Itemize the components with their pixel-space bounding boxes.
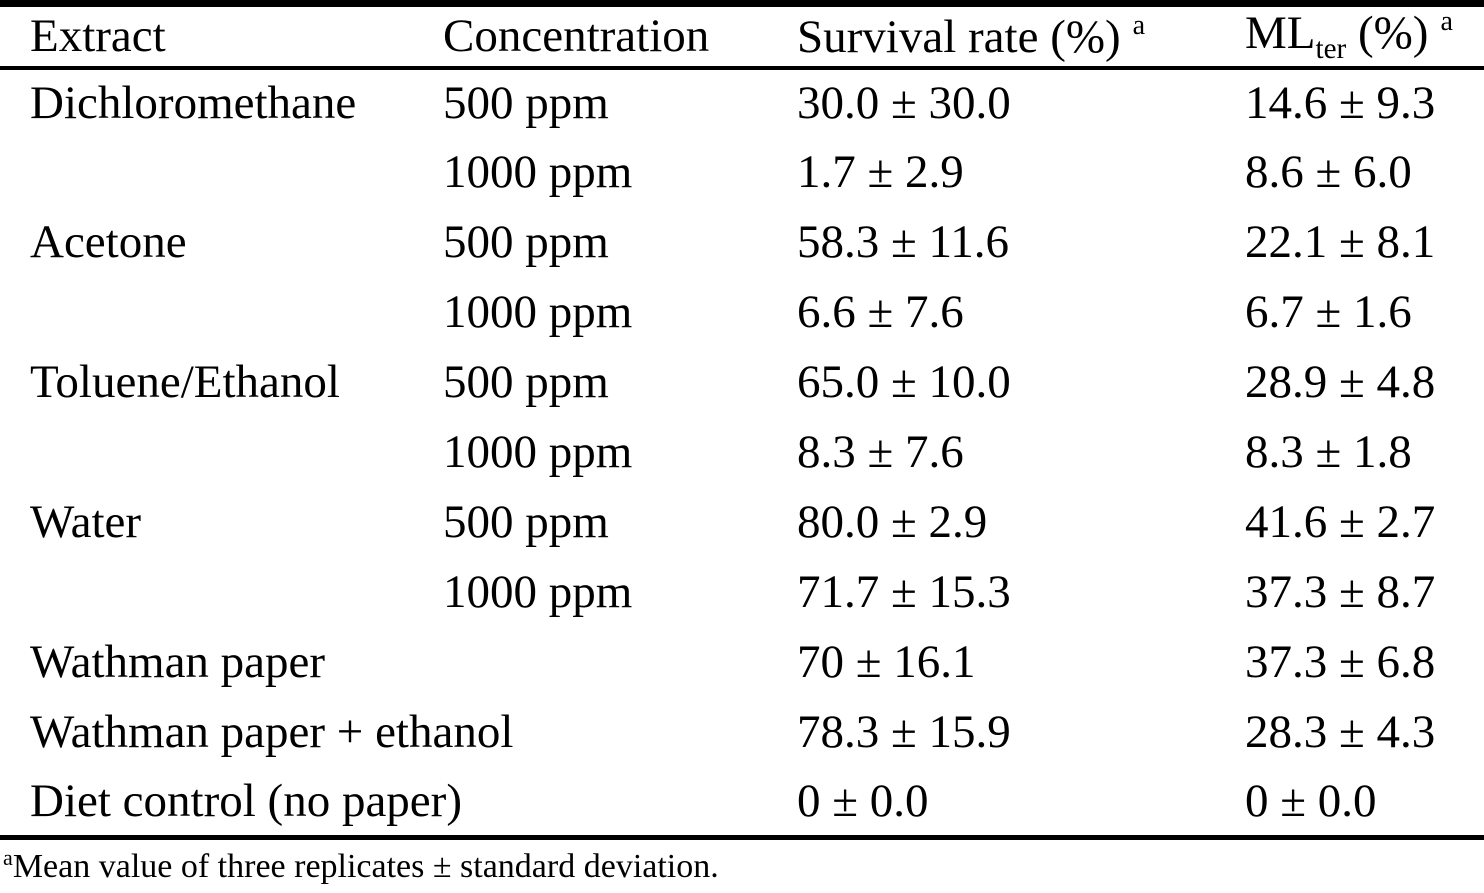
column-header-ml-suffix: (%): [1346, 7, 1429, 60]
column-header-concentration: Concentration: [443, 3, 797, 70]
column-header-ml-ter: MLter (%) a: [1245, 3, 1484, 70]
concentration-cell: 500 ppm: [443, 496, 609, 548]
footnote-marker: a: [1132, 9, 1146, 41]
concentration-cell: 500 ppm: [443, 216, 609, 268]
survival-rate-cell: 58.3 ± 11.6: [797, 216, 1010, 268]
table-row: 1000 ppm 8.3 ± 7.6 8.3 ± 1.8: [0, 418, 1484, 488]
extract-cell: [0, 278, 443, 348]
extract-cell: Wathman paper + ethanol: [30, 706, 514, 758]
survival-rate-cell: 71.7 ± 15.3: [797, 566, 1011, 618]
survival-rate-cell: 70 ± 16.1: [797, 636, 976, 688]
concentration-cell: 1000 ppm: [443, 146, 633, 198]
ml-ter-cell: 8.6 ± 6.0: [1245, 146, 1412, 198]
ml-ter-cell: 28.3 ± 4.3: [1245, 706, 1436, 758]
table-row: 1000 ppm 6.6 ± 7.6 6.7 ± 1.6: [0, 278, 1484, 348]
table-row: Acetone 500 ppm 58.3 ± 11.6 22.1 ± 8.1: [0, 208, 1484, 278]
concentration-cell: [443, 767, 797, 840]
concentration-cell: 1000 ppm: [443, 566, 633, 618]
concentration-cell: 500 ppm: [443, 356, 609, 408]
ml-ter-cell: 8.3 ± 1.8: [1245, 426, 1412, 478]
ml-ter-cell: 28.9 ± 4.8: [1245, 356, 1436, 408]
column-header-ml-label: ML: [1245, 7, 1316, 60]
ml-ter-cell: 0 ± 0.0: [1245, 767, 1484, 840]
ml-ter-cell: 37.3 ± 6.8: [1245, 636, 1436, 688]
ml-ter-cell: 22.1 ± 8.1: [1245, 216, 1436, 268]
table-row: Diet control (no paper) 0 ± 0.0 0 ± 0.0: [0, 767, 1484, 840]
extract-cell: Dichloromethane: [30, 77, 357, 129]
column-header-concentration-label: Concentration: [443, 9, 710, 62]
extract-cell: [0, 138, 443, 208]
table-row: 1000 ppm 1.7 ± 2.9 8.6 ± 6.0: [0, 138, 1484, 208]
header-row: Extract Concentration Survival rate (%) a…: [0, 3, 1484, 70]
footnote-text: Mean value of three replicates ± standar…: [12, 848, 719, 885]
ml-subscript: ter: [1315, 33, 1347, 66]
table-footnote: aMean value of three replicates ± standa…: [0, 845, 1484, 885]
column-header-survival-rate-label: Survival rate (%): [797, 10, 1121, 63]
survival-rate-cell: 6.6 ± 7.6: [797, 286, 964, 338]
column-header-survival-rate: Survival rate (%) a: [797, 3, 1245, 70]
table-body: Dichloromethane 500 ppm 30.0 ± 30.0 14.6…: [0, 68, 1484, 840]
extract-cell: Acetone: [30, 216, 187, 268]
ml-ter-cell: 14.6 ± 9.3: [1245, 77, 1436, 129]
extract-cell: Toluene/Ethanol: [30, 356, 340, 408]
survival-rate-cell: 80.0 ± 2.9: [797, 496, 988, 548]
concentration-cell: 500 ppm: [443, 77, 609, 129]
extract-cell: [0, 418, 443, 488]
survival-rate-cell: 0 ± 0.0: [797, 767, 1245, 840]
column-header-extract-label: Extract: [30, 9, 166, 62]
footnote-marker: a: [1440, 6, 1453, 38]
results-table: Extract Concentration Survival rate (%) a…: [0, 0, 1484, 840]
survival-rate-cell: 8.3 ± 7.6: [797, 426, 964, 478]
table-row: Wathman paper 70 ± 16.1 37.3 ± 6.8: [0, 628, 1484, 698]
table-row: Water 500 ppm 80.0 ± 2.9 41.6 ± 2.7: [0, 488, 1484, 558]
extract-cell: [0, 558, 443, 628]
extract-cell: Water: [30, 496, 142, 548]
survival-rate-cell: 65.0 ± 10.0: [797, 356, 1011, 408]
table-row: Toluene/Ethanol 500 ppm 65.0 ± 10.0 28.9…: [0, 348, 1484, 418]
table-header: Extract Concentration Survival rate (%) a…: [0, 3, 1484, 70]
survival-rate-cell: 78.3 ± 15.9: [797, 706, 1011, 758]
footnote-marker: a: [3, 845, 13, 870]
column-header-extract: Extract: [0, 3, 443, 70]
concentration-cell: 1000 ppm: [443, 286, 633, 338]
table-row: Dichloromethane 500 ppm 30.0 ± 30.0 14.6…: [0, 68, 1484, 138]
ml-ter-cell: 37.3 ± 8.7: [1245, 566, 1436, 618]
extract-cell: Diet control (no paper): [0, 767, 462, 840]
table-row: Wathman paper + ethanol 78.3 ± 15.9 28.3…: [0, 698, 1484, 768]
survival-rate-cell: 30.0 ± 30.0: [797, 77, 1011, 129]
concentration-cell: 1000 ppm: [443, 426, 633, 478]
table-row: 1000 ppm 71.7 ± 15.3 37.3 ± 8.7: [0, 558, 1484, 628]
ml-ter-cell: 41.6 ± 2.7: [1245, 496, 1436, 548]
extract-cell: Wathman paper: [30, 636, 326, 688]
concentration-cell: [443, 628, 797, 698]
survival-rate-cell: 1.7 ± 2.9: [797, 146, 964, 198]
ml-ter-cell: 6.7 ± 1.6: [1245, 286, 1412, 338]
